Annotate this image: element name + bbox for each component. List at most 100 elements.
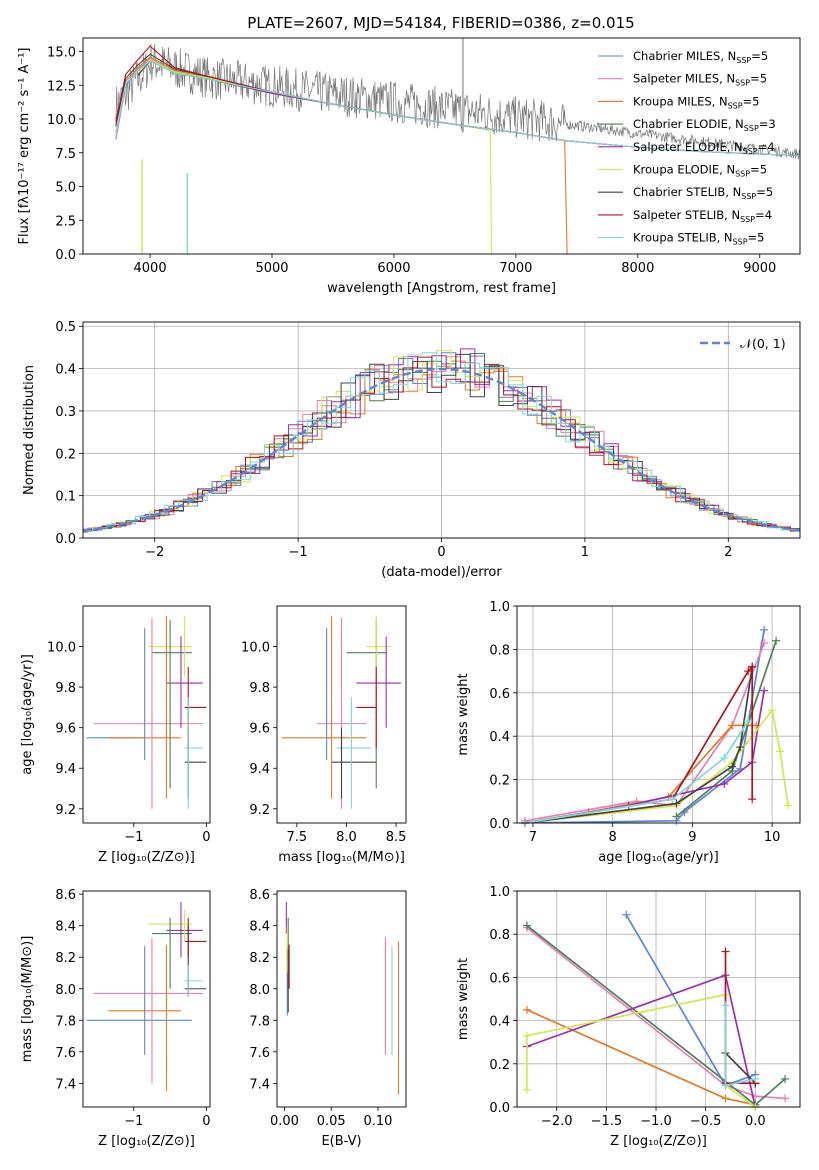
x-axis-label: mass [log₁₀(M/M⊙)]	[278, 850, 405, 865]
y-tick-label: 1.0	[489, 600, 510, 615]
observed-spectrum	[115, 43, 800, 159]
x-tick-label: 8000	[621, 261, 654, 276]
y-tick-label: 15.0	[47, 46, 76, 61]
x-tick-label: −1	[124, 830, 143, 845]
x-tick-label: −2.0	[541, 1114, 573, 1129]
normal-curve	[83, 367, 800, 532]
x-tick-label: 0.0	[745, 1114, 766, 1129]
y-tick-label: 9.4	[55, 762, 76, 777]
x-tick-label: 7.5	[287, 830, 308, 845]
x-tick-label: 0.10	[363, 1114, 392, 1129]
legend-entry: Chabrier MILES, NSSP=5	[633, 49, 768, 65]
x-tick-label: 2	[724, 545, 732, 560]
x-tick-label: 8	[609, 830, 617, 845]
mass-weight-line	[524, 720, 749, 823]
y-tick-label: 9.8	[249, 681, 270, 696]
x-tick-label: 0	[202, 1114, 210, 1129]
residuals-frame	[82, 321, 801, 539]
x-tick-label: 9	[688, 830, 696, 845]
x-tick-label: 0.05	[317, 1114, 346, 1129]
x-tick-label: 7	[529, 830, 537, 845]
age-vs-Z-frame	[82, 605, 211, 824]
y-tick-label: 0.4	[55, 363, 76, 378]
y-tick-label: 8.4	[249, 920, 270, 935]
y-tick-label: 0.8	[489, 928, 510, 943]
x-tick-label: −2	[145, 545, 164, 560]
y-tick-label: 7.8	[55, 1014, 76, 1029]
y-tick-label: 7.6	[55, 1046, 76, 1061]
y-tick-label: 0.2	[489, 1058, 510, 1073]
mass-vs-ebv-axes	[273, 893, 379, 1111]
y-tick-label: 7.4	[249, 1077, 270, 1092]
x-tick-label: 8.0	[336, 830, 357, 845]
x-tick-label: −0.5	[690, 1114, 722, 1129]
y-tick-label: 9.8	[55, 681, 76, 696]
x-tick-label: −1	[289, 545, 308, 560]
y-axis-label: Flux [fλ10⁻¹⁷ erg cm⁻² s⁻¹ A⁻¹]	[17, 48, 32, 245]
y-axis-label: Normed distribution	[22, 365, 37, 495]
y-tick-label: 7.6	[249, 1046, 270, 1061]
x-axis-label: Z [log₁₀(Z/Z⊙)]	[98, 1134, 195, 1149]
y-tick-label: 9.6	[55, 722, 76, 737]
y-tick-label: 8.0	[55, 983, 76, 998]
y-tick-label: 0.0	[489, 1101, 510, 1116]
legend-entry: Salpeter ELODIE, NSSP=4	[633, 140, 775, 156]
massweight-vs-Z-frame	[516, 890, 801, 1108]
spectrum-model-line	[115, 60, 800, 156]
y-tick-label: 0.0	[489, 817, 510, 832]
y-axis-label: mass weight	[456, 958, 471, 1040]
x-tick-label: 1	[581, 545, 589, 560]
y-tick-label: 7.8	[249, 1014, 270, 1029]
y-axis-label: age [log₁₀(age/yr)]	[20, 654, 35, 775]
y-tick-label: 10.0	[241, 641, 270, 656]
x-axis-label: age [log₁₀(age/yr)]	[598, 850, 719, 865]
y-tick-label: 9.2	[55, 803, 76, 818]
y-tick-label: 0.8	[489, 643, 510, 658]
age-vs-mass-axes	[273, 646, 397, 827]
y-tick-label: 0.1	[55, 490, 76, 505]
y-tick-label: 10.0	[47, 641, 76, 656]
legend-entry: Kroupa MILES, NSSP=5	[633, 94, 759, 110]
x-axis-label: (data-model)/error	[381, 565, 502, 580]
y-tick-label: 12.5	[47, 79, 76, 94]
legend-entry: 𝒩(0, 1)	[740, 336, 786, 351]
spectrum-frame	[82, 37, 801, 255]
x-tick-label: 7000	[499, 261, 532, 276]
y-tick-label: 8.2	[55, 951, 76, 966]
y-tick-label: 7.4	[55, 1077, 76, 1092]
y-tick-label: 8.6	[249, 888, 270, 903]
legend-entry: Kroupa ELODIE, NSSP=5	[633, 163, 767, 179]
y-tick-label: 0.0	[55, 532, 76, 547]
y-tick-label: 5.0	[55, 181, 76, 196]
x-tick-label: −1	[124, 1114, 143, 1129]
x-tick-label: 10	[764, 830, 781, 845]
mass-weight-line	[724, 1052, 756, 1084]
legend-entry: Chabrier ELODIE, NSSP=3	[633, 117, 776, 133]
x-tick-label: −1.0	[640, 1114, 672, 1129]
mass-weight-line	[526, 927, 786, 1100]
y-tick-label: 0.4	[489, 730, 510, 745]
x-tick-label: 5000	[255, 261, 288, 276]
x-tick-label: 6000	[377, 261, 410, 276]
legend-entry: Kroupa STELIB, NSSP=5	[633, 231, 764, 247]
x-axis-label: E(B-V)	[321, 1134, 361, 1149]
x-axis-label: Z [log₁₀(Z/Z⊙)]	[98, 850, 195, 865]
y-tick-label: 0.6	[489, 687, 510, 702]
x-axis-label: wavelength [Angstrom, rest frame]	[327, 281, 556, 296]
mass-vs-ebv-frame	[276, 890, 407, 1108]
x-tick-label: 8.5	[386, 830, 407, 845]
age-vs-Z-axes	[79, 646, 207, 827]
x-tick-label: 0	[437, 545, 445, 560]
y-axis-label: mass [log₁₀(M/M⊙)]	[20, 936, 35, 1063]
y-tick-label: 0.3	[55, 405, 76, 420]
y-tick-label: 9.4	[249, 762, 270, 777]
age-vs-mass-frame	[276, 605, 407, 824]
y-tick-label: 7.5	[55, 147, 76, 162]
mass-vs-Z-axes	[79, 893, 207, 1111]
y-tick-label: 0.6	[489, 971, 510, 986]
y-tick-label: 0.5	[55, 320, 76, 335]
y-tick-label: 0.2	[489, 774, 510, 789]
legend-entry: Salpeter MILES, NSSP=5	[633, 72, 767, 88]
x-tick-label: 4000	[134, 261, 167, 276]
